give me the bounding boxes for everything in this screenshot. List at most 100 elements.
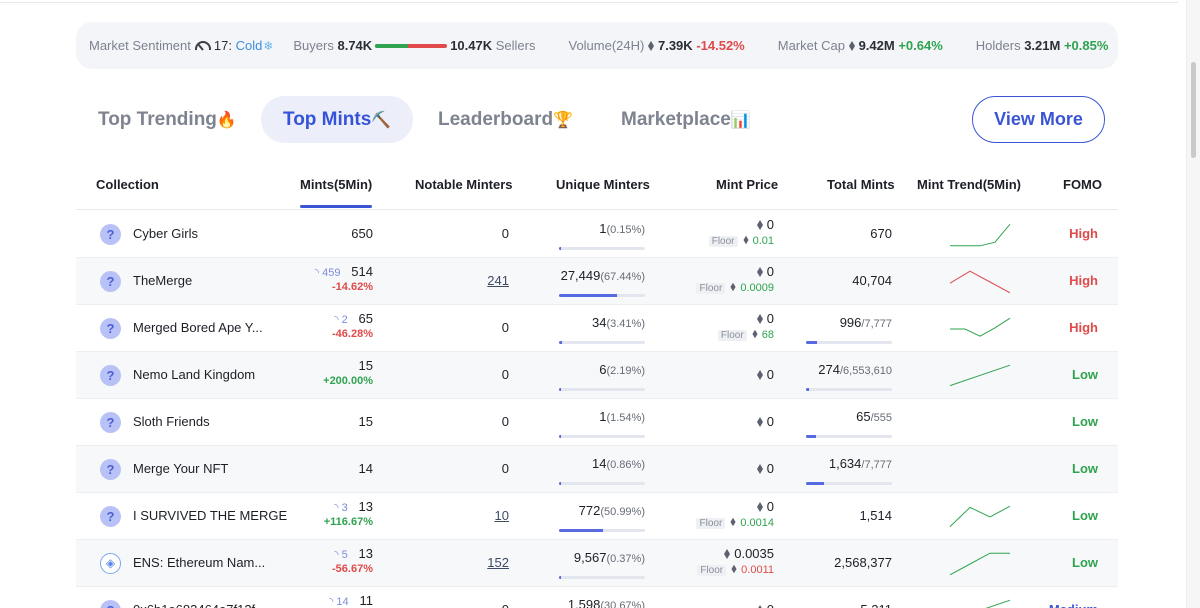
mint-trend-sparkline — [949, 552, 1010, 576]
table-row[interactable]: ? I SURVIVED THE MERGE ◝ 3 13 +116.67% 10 772… — [76, 493, 1118, 540]
unique-minters-pct: (0.37%) — [606, 553, 645, 565]
unique-minters-value: 6 — [599, 362, 607, 377]
fomo-level: High — [1069, 320, 1098, 335]
tab-leaderboard[interactable]: Leaderboard🏆 — [416, 96, 595, 143]
table-row[interactable]: ? Cyber Girls 650 0 1(0.15%) 0 Floor 0.01 670 Hi… — [76, 211, 1118, 258]
mints-value: 11 — [359, 593, 374, 608]
mints-value: 13 — [358, 499, 373, 514]
notable-minters: 0 — [501, 320, 509, 335]
collection-name[interactable]: Merge Your NFT — [133, 461, 229, 476]
tab-top-mints[interactable]: Top Mints⛏️ — [261, 96, 414, 143]
unique-minters: 1,598(30.67%) — [568, 597, 645, 608]
header-fomo[interactable]: FOMO — [1063, 177, 1102, 192]
total-mints: 670 — [870, 226, 892, 241]
table-row[interactable]: ? Merged Bored Ape Y... ◝ 2 65 -46.28% 0 34(3… — [76, 305, 1118, 352]
header-mint-trend: Mint Trend(5Min) — [917, 177, 1021, 192]
table-row[interactable]: ? Sloth Friends 15 0 1(1.54%) 0 65/555 Low — [76, 399, 1118, 446]
holders-label: Holders — [975, 38, 1021, 53]
tab-top-trending[interactable]: Top Trending🔥 — [76, 96, 259, 143]
table-row[interactable]: ? Merge Your NFT 14 0 14(0.86%) 0 1,634/7,777 L… — [76, 446, 1118, 493]
unique-minters: 1(1.54%) — [599, 409, 645, 424]
collection-name[interactable]: Merged Bored Ape Y... — [133, 320, 263, 335]
header-mints[interactable]: Mints(5Min) — [300, 162, 373, 210]
unique-minters-bar-fill — [559, 294, 617, 297]
sentiment-value: 17: — [213, 38, 232, 53]
collection-name[interactable]: Sloth Friends — [133, 414, 210, 429]
spinner-icon: ◝ — [334, 314, 342, 326]
total-mints-bar-fill — [806, 435, 817, 438]
volume-change: -14.52% — [696, 38, 745, 53]
table-row[interactable]: ? 0x6b1e683464e7f12f... ◝ 14 11 0 1,598(30.6… — [76, 587, 1118, 608]
collection-name[interactable]: Cyber Girls — [133, 226, 199, 241]
header-unique-minters[interactable]: Unique Minters — [556, 177, 650, 192]
scrollbar[interactable] — [1186, 0, 1200, 608]
sentiment-label: Market Sentiment — [89, 38, 191, 53]
header-total-mints[interactable]: Total Mints — [827, 177, 895, 192]
mints-5min: 15 — [359, 358, 373, 373]
collection-name[interactable]: 0x6b1e683464e7f12f... — [133, 602, 266, 608]
trophy-icon: 🏆 — [553, 112, 574, 129]
notable-minters[interactable]: 241 — [487, 273, 509, 288]
gauge-icon — [194, 41, 211, 50]
notable-minters[interactable]: 152 — [487, 555, 509, 570]
total-mints-bar-fill — [806, 341, 817, 344]
unique-minters-bar-fill — [559, 247, 561, 250]
unique-minters-value: 9,567 — [573, 550, 607, 565]
collection-name[interactable]: ENS: Ethereum Nam... — [133, 555, 266, 570]
unique-minters: 14(0.86%) — [592, 456, 645, 471]
collection-avatar-icon: ◈ — [100, 553, 121, 574]
collection-avatar-icon: ? — [100, 365, 121, 386]
floor-price: Floor 0.0014 — [696, 517, 774, 529]
fomo-level: Low — [1072, 508, 1098, 523]
fomo-level: Medium — [1049, 602, 1098, 608]
market-cap-label: Market Cap — [777, 38, 845, 53]
total-mints: 996/7,777 — [840, 315, 892, 330]
unique-minters-bar — [559, 247, 645, 250]
tab-label: Leaderboard — [438, 109, 554, 130]
header-mint-price[interactable]: Mint Price — [716, 177, 779, 192]
pending-mints: 459 — [322, 267, 341, 279]
total-mints-value: 996 — [839, 315, 862, 330]
pending-mints: 14 — [336, 596, 349, 608]
eth-icon — [743, 235, 749, 245]
unique-minters-pct: (2.19%) — [606, 365, 645, 377]
notable-minters[interactable]: 10 — [494, 508, 509, 523]
table-header: Collection Mints(5Min) Notable Minters U… — [76, 162, 1118, 210]
holders-value: 3.21M — [1024, 38, 1061, 53]
eth-icon — [848, 40, 855, 51]
collection-avatar-icon: ? — [100, 459, 121, 480]
tab-marketplace[interactable]: Marketplace📊 — [599, 96, 773, 143]
header-notable-minters[interactable]: Notable Minters — [415, 177, 513, 192]
collection-name[interactable]: I SURVIVED THE MERGE — [133, 508, 288, 523]
table-row[interactable]: ◈ ENS: Ethereum Nam... ◝ 5 13 -56.67% 152 9,5… — [76, 540, 1118, 587]
collection-avatar-icon: ? — [100, 224, 121, 245]
holders-change: +0.85% — [1063, 38, 1109, 53]
trend-line — [949, 364, 1011, 387]
collection-name[interactable]: Nemo Land Kingdom — [133, 367, 256, 382]
view-more-button[interactable]: View More — [972, 96, 1105, 143]
trend-line — [950, 317, 1011, 337]
scrollbar-thumb[interactable] — [1191, 62, 1196, 158]
mints-value: 13 — [358, 546, 373, 561]
notable-minters: 0 — [501, 367, 509, 382]
total-mints-value: 1,634 — [828, 456, 862, 471]
mint-trend-sparkline — [949, 270, 1011, 294]
mints-value: 65 — [358, 311, 373, 326]
unique-minters-value: 1 — [599, 409, 607, 424]
unique-minters-value: 14 — [592, 456, 607, 471]
table-row[interactable]: ? Nemo Land Kingdom 15 +200.00% 0 6(2.19%) 0 27… — [76, 352, 1118, 399]
unique-minters: 34(3.41%) — [592, 315, 645, 330]
mint-price-value: 0 — [766, 264, 774, 279]
unique-minters-bar — [559, 294, 645, 297]
table-row[interactable]: ? TheMerge ◝ 459 514 -14.62% 241 27,449(67.44… — [76, 258, 1118, 305]
mints-5min: ◝ 5 13 — [334, 546, 373, 561]
floor-price: Floor 0.01 — [708, 235, 774, 247]
collection-name[interactable]: TheMerge — [133, 273, 193, 288]
total-mints-value: 65 — [856, 409, 871, 424]
snowflake-icon: ❄ — [263, 38, 274, 53]
notable-minters: 0 — [501, 461, 509, 476]
unique-minters-bar — [559, 435, 645, 438]
pickaxe-icon: ⛏️ — [371, 112, 392, 129]
unique-minters-bar — [559, 388, 645, 391]
header-collection[interactable]: Collection — [96, 177, 159, 192]
